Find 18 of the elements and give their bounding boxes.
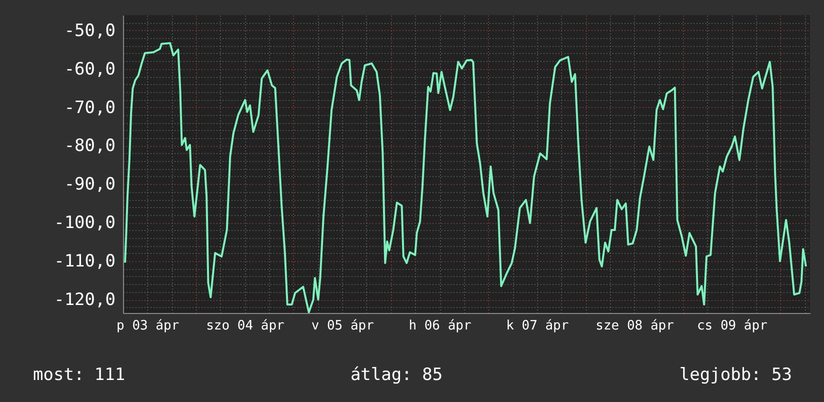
y-tick-label: -60,0 [64,59,116,80]
x-tick-label: p 03 ápr [116,318,180,334]
x-tick-label: v 05 ápr [311,318,374,334]
y-tick-label: -110,0 [54,252,116,272]
y-tick-label: -90,0 [64,174,116,195]
x-tick-label: szo 04 ápr [206,318,285,334]
y-tick-label: -70,0 [64,98,116,118]
x-tick-label: k 07 ápr [506,318,569,334]
text: legjobb: 53 [679,365,792,385]
x-tick-label: h 06 ápr [408,318,472,334]
y-tick-label: -80,0 [64,136,116,156]
x-tick-label: cs 09 ápr [696,318,768,334]
text: most: 111 [33,365,126,385]
y-tick-label: -100,0 [54,213,116,234]
y-tick-label: -120,0 [54,290,116,310]
text: átlag: 85 [350,365,443,385]
y-tick-label: -50,0 [64,20,116,41]
x-tick-label: sze 08 ápr [596,318,674,334]
